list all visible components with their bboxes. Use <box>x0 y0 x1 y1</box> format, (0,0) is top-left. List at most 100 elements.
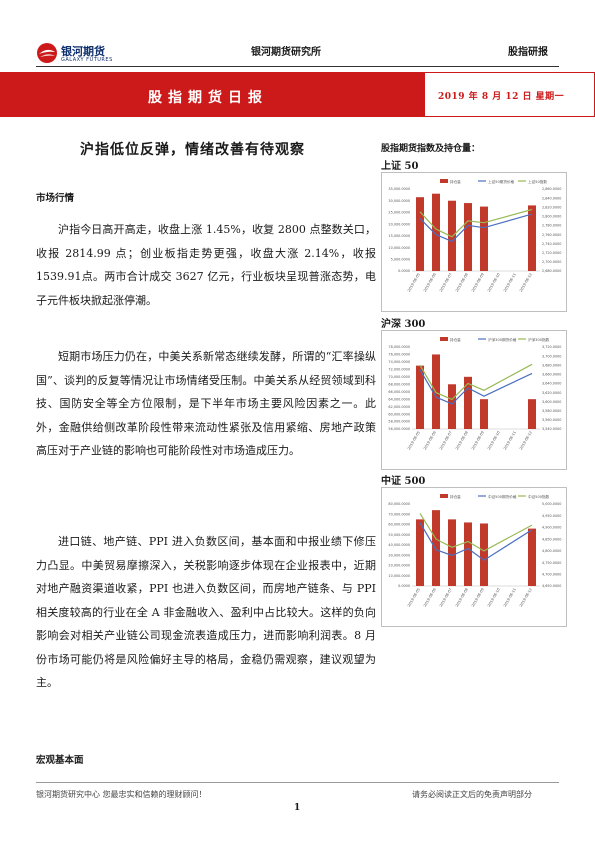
series-line <box>419 522 533 561</box>
x-tick-label: 2019-08-09 <box>471 430 485 451</box>
chart-svg: 持仓量 上证50期货价格 上证50指数 0.0000 5,000.0000 10,000.… <box>388 179 561 293</box>
left-tick-label: 20,000.0000 <box>388 222 410 226</box>
x-tick-label: 2019-08-05 <box>407 431 421 451</box>
right-tick-label: 4,700.0000 <box>542 572 561 576</box>
right-tick-label: 3,720.0000 <box>542 345 561 349</box>
left-tick-label: 0.0000 <box>398 269 410 273</box>
legend-label: 中证500期货价格 <box>488 494 517 499</box>
bar <box>448 519 456 586</box>
x-tick-label: 2019-08-07 <box>439 588 453 608</box>
bar <box>448 200 456 271</box>
series-line <box>419 369 533 405</box>
paragraph-risk-factors: 短期市场压力仍在，中美关系新常态继续发酵，所谓的“汇率操纵国”、谈判的反复等情况… <box>36 350 376 457</box>
left-tick-label: 62,000.0000 <box>388 405 410 409</box>
paragraph-fundamentals: 进口链、地产链、PPI 进入负数区间，基本面和中报业绩下修压力凸显。中美贸易摩擦… <box>36 535 376 689</box>
bar <box>464 522 472 586</box>
x-tick-label: 2019-08-12 <box>519 431 533 451</box>
left-tick-label: 25,000.0000 <box>388 211 410 215</box>
chart-title-sz50: 上证 50 <box>381 161 419 172</box>
right-tick-label: 4,850.0000 <box>542 537 561 541</box>
right-tick-label: 2,820.0000 <box>542 205 561 209</box>
footer-slogan: 银河期货研究中心 您最忠实和信赖的理财顾问！ <box>36 790 207 799</box>
bar <box>416 365 424 429</box>
right-tick-label: 3,660.0000 <box>542 373 561 377</box>
right-tick-label: 2,740.0000 <box>542 242 561 246</box>
legend-label: 沪深300期货价格 <box>488 337 517 342</box>
x-tick-label: 2019-08-08 <box>455 272 469 293</box>
chart-svg: 持仓量 中证500期货价格 中证500指数 0.0000 10,000.0000 20,0… <box>388 494 561 608</box>
left-tick-label: 30,000.0000 <box>388 199 410 203</box>
left-tick-label: 15,000.0000 <box>388 234 410 238</box>
bar <box>432 510 440 586</box>
legend-label: 沪深300指数 <box>528 337 550 342</box>
title-banner <box>0 72 425 117</box>
bar <box>432 193 440 271</box>
footer-disclaimer: 请务必阅读正文后的免责声明部分 <box>412 790 532 799</box>
legend-swatch <box>440 179 448 183</box>
legend-label: 上证50指数 <box>528 179 547 184</box>
right-tick-label: 3,560.0000 <box>542 418 561 422</box>
left-tick-label: 0.0000 <box>398 584 410 588</box>
left-tick-label: 60,000.0000 <box>388 412 410 416</box>
bar <box>528 205 536 271</box>
left-tick-label: 64,000.0000 <box>388 397 410 401</box>
x-tick-label: 2019-08-06 <box>423 272 437 293</box>
company-logo: 银河期货 GALAXY FUTURES <box>36 40 136 70</box>
x-tick-label: 2019-08-11 <box>503 588 517 608</box>
galaxy-logo-icon <box>37 43 57 63</box>
bar <box>480 206 488 271</box>
chart-zz500: 持仓量 中证500期货价格 中证500指数 0.0000 10,000.0000 20,0… <box>381 487 567 627</box>
chart-svg: 持仓量 沪深300期货价格 沪深300指数 56,000.0000 58,000.000… <box>388 337 561 451</box>
right-tick-label: 2,700.0000 <box>542 260 561 264</box>
x-tick-label: 2019-08-10 <box>487 587 501 608</box>
headline: 沪指低位反弹，情绪改善有待观察 <box>80 142 305 158</box>
left-tick-label: 5,000.0000 <box>391 257 410 261</box>
left-tick-label: 20,000.0000 <box>388 564 410 568</box>
left-tick-label: 68,000.0000 <box>388 382 410 386</box>
charts-caption: 股指期货指数及持仓量： <box>381 144 481 154</box>
x-tick-label: 2019-08-12 <box>519 273 533 293</box>
x-tick-label: 2019-08-10 <box>487 272 501 293</box>
header-divider <box>36 66 559 67</box>
paragraph-market-summary: 沪指今日高开高走，收盘上涨 1.45%，收复 2800 点整数关口，收报 281… <box>36 223 376 307</box>
right-tick-label: 2,760.0000 <box>542 233 561 237</box>
logo-english-text: GALAXY FUTURES <box>61 57 113 63</box>
right-tick-label: 3,640.0000 <box>542 382 561 386</box>
series-line <box>419 213 533 243</box>
bar <box>528 399 536 429</box>
right-tick-label: 2,720.0000 <box>542 251 561 255</box>
left-tick-label: 50,000.0000 <box>388 533 410 537</box>
left-tick-label: 40,000.0000 <box>388 543 410 547</box>
legend-label: 持仓量 <box>450 179 461 184</box>
legend-swatch <box>440 494 448 498</box>
right-tick-label: 3,620.0000 <box>542 391 561 395</box>
x-tick-label: 2019-08-08 <box>455 587 469 608</box>
left-tick-label: 60,000.0000 <box>388 523 410 527</box>
right-tick-label: 2,800.0000 <box>542 215 561 219</box>
date-box <box>425 72 595 117</box>
series-line <box>419 513 533 552</box>
x-tick-label: 2019-08-06 <box>423 430 437 451</box>
x-tick-label: 2019-08-07 <box>439 273 453 293</box>
left-tick-label: 10,000.0000 <box>388 574 410 578</box>
section-heading-macro: 宏观基本面 <box>36 755 84 766</box>
x-tick-label: 2019-08-06 <box>423 587 437 608</box>
right-tick-label: 3,680.0000 <box>542 363 561 367</box>
x-tick-label: 2019-08-11 <box>503 273 517 293</box>
bar <box>416 519 424 586</box>
left-tick-label: 10,000.0000 <box>388 246 410 250</box>
page-number: 1 <box>294 803 301 813</box>
logo-text: 银河期货 <box>61 45 105 58</box>
x-tick-label: 2019-08-11 <box>503 431 517 451</box>
left-tick-label: 30,000.0000 <box>388 553 410 557</box>
right-tick-label: 4,950.0000 <box>542 514 561 518</box>
right-tick-label: 4,900.0000 <box>542 526 561 530</box>
left-tick-label: 74,000.0000 <box>388 360 410 364</box>
bar <box>480 523 488 586</box>
series-line <box>419 208 533 238</box>
right-tick-label: 4,750.0000 <box>542 561 561 565</box>
right-tick-label: 2,680.0000 <box>542 269 561 273</box>
legend-label: 持仓量 <box>450 494 461 499</box>
x-tick-label: 2019-08-08 <box>455 430 469 451</box>
institute-name: 银河期货研究所 <box>251 47 321 58</box>
